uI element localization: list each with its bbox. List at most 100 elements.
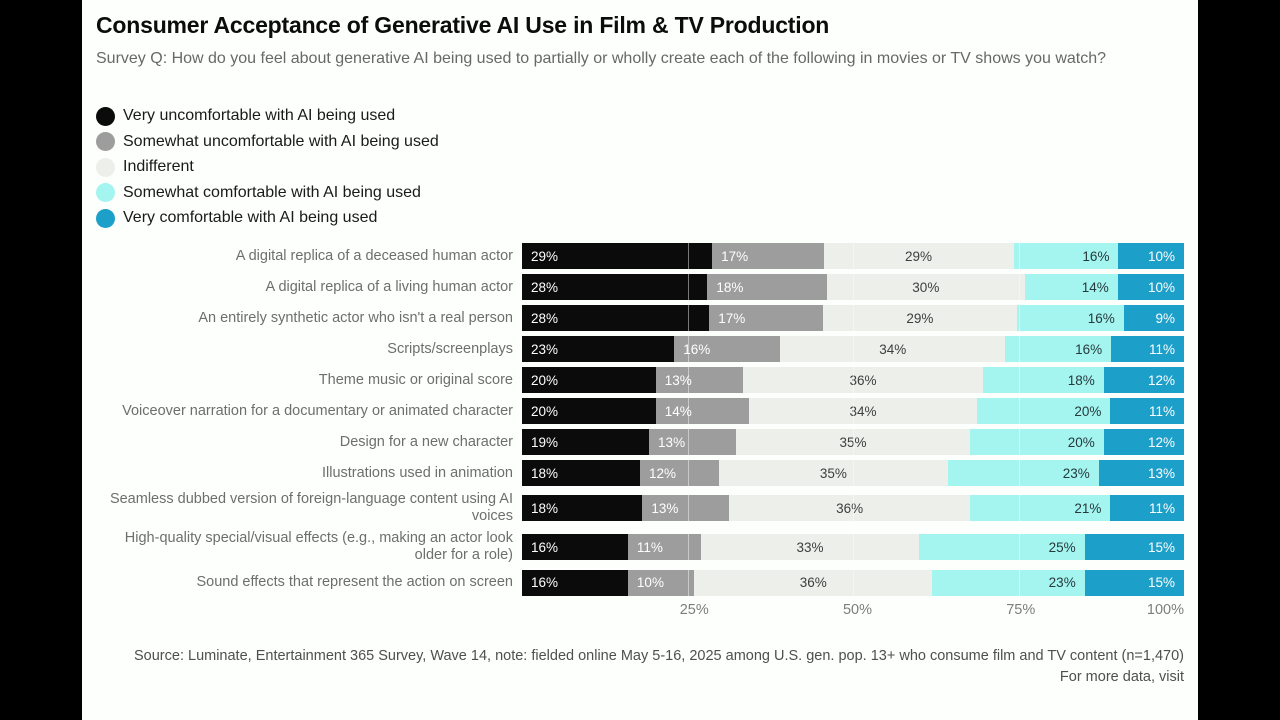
bar-segment: 36% — [694, 569, 933, 596]
bar-value: 13% — [664, 372, 692, 388]
bar-value: 23% — [531, 341, 559, 357]
bar-value: 15% — [1147, 575, 1175, 591]
bar-segment: 23% — [522, 336, 675, 363]
footer: Source: Luminate, Entertainment 365 Surv… — [96, 646, 1184, 690]
bar-value: 16% — [1082, 248, 1110, 264]
chart-row: Sound effects that represent the action … — [96, 569, 1184, 596]
chart-row: A digital replica of a living human acto… — [96, 274, 1184, 301]
chart-row: An entirely synthetic actor who isn't a … — [96, 305, 1184, 332]
x-axis-tick: 25% — [679, 601, 709, 618]
chart-row: Illustrations used in animation 18% 12% 35%… — [96, 460, 1184, 487]
category-label: A digital replica of a deceased human ac… — [235, 247, 513, 264]
bar-segment: 13% — [642, 495, 730, 522]
bar-segment: 12% — [1103, 429, 1184, 456]
bar-segment: 19% — [522, 429, 650, 456]
bar-value: 18% — [531, 465, 559, 481]
bar-value: 11% — [636, 539, 663, 555]
bar-segment: 18% — [522, 460, 640, 487]
bar-stack: 16% 10% 36% 23% 15% — [522, 569, 1184, 596]
bar-stack: 28% 18% 30% 14% 10% — [522, 274, 1184, 301]
bar-segment: 10% — [1118, 243, 1184, 270]
bar-value: 13% — [651, 500, 679, 516]
category-label: Theme music or original score — [318, 371, 513, 388]
chart-row: Voiceover narration for a documentary or… — [96, 398, 1184, 425]
bar-segment: 13% — [1098, 460, 1184, 487]
legend-label: Indifferent — [123, 158, 194, 176]
bar-segment: 36% — [729, 495, 971, 522]
bar-stack: 29% 17% 29% 16% 10% — [522, 243, 1184, 270]
bar-segment: 21% — [970, 495, 1111, 522]
bar-value: 23% — [1048, 575, 1076, 591]
bar-segment: 18% — [522, 495, 643, 522]
legend-label: Somewhat uncomfortable with AI being use… — [123, 132, 439, 150]
bar-value: 17% — [721, 248, 749, 264]
legend-label: Very comfortable with AI being used — [123, 209, 378, 227]
category-label: High-quality special/visual effects (e.g… — [124, 530, 513, 564]
bar-stack: 19% 13% 35% 20% 12% — [522, 429, 1184, 456]
legend-swatch-icon — [96, 106, 115, 126]
category-label: A digital replica of a living human acto… — [265, 278, 513, 295]
legend-item: Somewhat comfortable with AI being used — [96, 180, 1184, 206]
bar-segment: 17% — [709, 305, 823, 332]
bar-value: 30% — [912, 279, 940, 295]
legend-swatch-icon — [96, 132, 115, 152]
bar-value: 17% — [718, 310, 746, 326]
bar-segment: 13% — [655, 367, 743, 394]
bar-value: 19% — [531, 434, 559, 450]
bar-value: 36% — [799, 575, 827, 591]
bar-segment: 35% — [735, 429, 971, 456]
bar-segment: 16% — [1013, 243, 1119, 270]
bar-value: 23% — [1062, 465, 1090, 481]
bar-value: 18% — [716, 279, 744, 295]
bar-segment: 11% — [627, 534, 701, 561]
stacked-bar-chart: A digital replica of a deceased human ac… — [96, 243, 1184, 596]
bar-segment: 35% — [718, 460, 949, 487]
x-axis-tick: 100% — [1146, 601, 1184, 618]
chart-row: Seamless dubbed version of foreign-langu… — [96, 491, 1184, 525]
bar-value: 9% — [1155, 310, 1175, 326]
bar-segment: 28% — [522, 274, 708, 301]
bar-segment: 10% — [1117, 274, 1184, 301]
bar-segment: 11% — [1110, 398, 1184, 425]
bar-value: 29% — [531, 248, 559, 264]
bar-value: 16% — [531, 575, 559, 591]
bar-segment: 15% — [1084, 569, 1184, 596]
bar-segment: 14% — [1025, 274, 1118, 301]
legend-label: Somewhat comfortable with AI being used — [123, 183, 421, 201]
bar-stack: 23% 16% 34% 16% 11% — [522, 336, 1184, 363]
bar-value: 13% — [1147, 465, 1175, 481]
bar-value: 12% — [1147, 372, 1175, 388]
legend-item: Very comfortable with AI being used — [96, 206, 1184, 232]
bar-value: 10% — [1147, 248, 1175, 264]
bar-segment: 16% — [674, 336, 781, 363]
bar-value: 34% — [879, 341, 907, 357]
bar-segment: 16% — [522, 569, 628, 596]
bar-value: 21% — [1074, 500, 1102, 516]
bar-value: 10% — [1147, 279, 1175, 295]
bar-value: 16% — [531, 539, 559, 555]
chart-row: Design for a new character 19% 13% 35% 20% 12… — [96, 429, 1184, 456]
bar-segment: 30% — [826, 274, 1026, 301]
bar-value: 34% — [849, 403, 877, 419]
page-title: Consumer Acceptance of Generative AI Use… — [96, 12, 830, 38]
bar-segment: 28% — [522, 305, 710, 332]
bar-stack: 28% 17% 29% 16% 9% — [522, 305, 1184, 332]
bar-segment: 29% — [823, 243, 1014, 270]
bar-value: 18% — [1067, 372, 1095, 388]
bar-segment: 18% — [983, 367, 1104, 394]
bar-segment: 17% — [712, 243, 824, 270]
bar-segment: 13% — [649, 429, 736, 456]
bar-segment: 14% — [655, 398, 750, 425]
bar-value: 33% — [796, 539, 824, 555]
bar-segment: 12% — [1103, 367, 1184, 394]
bar-value: 10% — [636, 575, 664, 591]
bar-segment: 11% — [1110, 495, 1184, 522]
bar-segment: 9% — [1123, 305, 1184, 332]
bar-segment: 11% — [1111, 336, 1184, 363]
bar-segment: 23% — [932, 569, 1085, 596]
legend-label: Very uncomfortable with AI being used — [123, 107, 396, 125]
legend-swatch-icon — [96, 208, 115, 228]
category-label: Scripts/screenplays — [387, 340, 513, 357]
bar-segment: 10% — [627, 569, 695, 596]
survey-question: Survey Q: How do you feel about generati… — [96, 50, 1107, 67]
